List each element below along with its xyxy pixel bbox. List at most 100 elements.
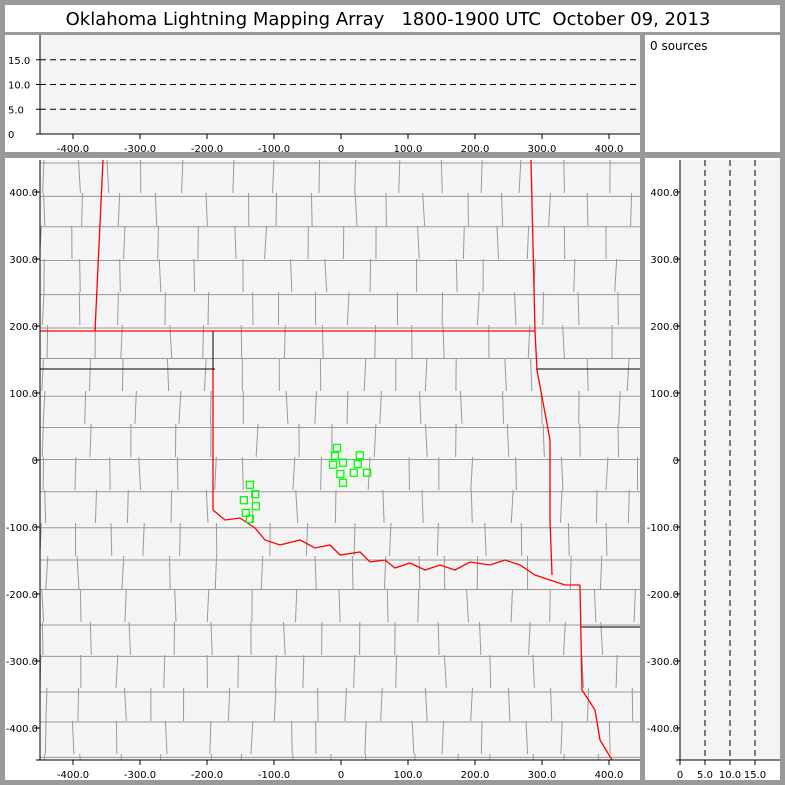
county-boundary <box>346 390 349 425</box>
lightning-source-point <box>330 451 340 461</box>
county-boundary <box>291 720 293 755</box>
county-boundary <box>44 720 47 755</box>
county-boundary <box>373 423 377 458</box>
county-boundary <box>78 291 81 326</box>
county-boundary <box>275 192 278 227</box>
county-boundary <box>540 390 543 425</box>
county-boundary <box>466 588 469 623</box>
x-tick-label: 5.0 <box>697 770 713 781</box>
x-tick-label: 200.0 <box>461 144 490 155</box>
county-boundary <box>123 225 126 260</box>
county-boundary <box>232 160 235 194</box>
county-boundary <box>205 192 208 227</box>
x-tick-label: 0 <box>338 144 344 155</box>
county-boundary <box>470 489 473 524</box>
county-boundary <box>398 160 401 194</box>
county-boundary <box>119 258 121 293</box>
county-boundary <box>126 489 129 524</box>
x-tick-label: -400.0 <box>57 770 89 781</box>
y-tick-label: 300.0 <box>9 255 38 266</box>
county-boundary <box>89 357 92 392</box>
lightning-source-point <box>349 468 358 477</box>
lightning-source-point <box>355 451 364 460</box>
county-boundary <box>210 621 213 656</box>
source-count: 0 sources <box>650 39 708 53</box>
county-boundary <box>124 588 127 623</box>
x-tick-label: -300.0 <box>124 770 156 781</box>
oklahoma-border <box>579 584 613 760</box>
lightning-source-point <box>353 459 362 469</box>
county-boundary <box>618 390 621 425</box>
county-boundary <box>437 621 440 656</box>
county-boundary <box>567 522 570 557</box>
county-boundary <box>480 720 483 755</box>
x-tick-label: -100.0 <box>258 144 290 155</box>
county-boundary <box>351 555 354 590</box>
y-tick-label: 400.0 <box>9 188 38 199</box>
county-boundary <box>241 456 244 491</box>
lightning-source-point <box>245 480 255 489</box>
county-boundary <box>614 258 618 293</box>
county-boundary <box>206 588 210 623</box>
oklahoma-border <box>530 160 553 576</box>
county-boundary <box>79 588 82 623</box>
county-boundary <box>207 291 210 326</box>
lightning-source-point <box>328 460 338 469</box>
county-boundary <box>45 687 48 722</box>
county-boundary <box>227 687 231 722</box>
county-boundary <box>79 258 81 293</box>
county-boundary <box>354 192 358 227</box>
county-boundary <box>42 390 46 425</box>
altitude-axes: -400.0 -300.0 -200.0 -100.0 0 100.0 200.0 300.0… <box>8 35 640 155</box>
county-boundary <box>77 687 80 722</box>
county-boundary <box>295 588 298 623</box>
county-boundary <box>41 291 45 326</box>
county-boundary <box>443 654 447 689</box>
county-boundary <box>176 456 179 491</box>
y-tick-label: -400.0 <box>647 724 679 735</box>
county-boundary <box>379 390 382 425</box>
county-boundary <box>44 489 47 524</box>
county-boundary <box>197 225 199 260</box>
county-lines <box>40 160 640 760</box>
county-boundary <box>117 192 121 227</box>
county-boundary <box>338 588 341 623</box>
county-boundary <box>179 522 181 557</box>
county-boundary <box>250 720 254 755</box>
map-axes[interactable]: -400.0 -300.0 -200.0 -100.0 0 100.0 200.0 300.0… <box>6 160 642 785</box>
county-boundary <box>169 555 171 590</box>
county-boundary <box>563 160 565 194</box>
county-boundary <box>502 390 505 425</box>
county-boundary <box>459 390 463 425</box>
county-boundary <box>605 522 608 557</box>
oklahoma-border <box>212 509 580 586</box>
county-boundary <box>78 160 81 194</box>
county-boundary <box>76 555 80 590</box>
lightning-source-point <box>336 469 345 479</box>
county-boundary <box>559 489 563 524</box>
lightning-source-point <box>362 468 372 477</box>
y-tick-label: -200.0 <box>647 590 679 601</box>
county-boundary <box>158 258 162 293</box>
title-bar <box>5 5 780 32</box>
county-boundary <box>506 423 510 458</box>
county-boundary <box>264 225 268 260</box>
county-boundary <box>314 390 318 425</box>
county-boundary <box>577 291 580 326</box>
county-boundary <box>115 654 119 689</box>
county-boundary <box>507 687 511 722</box>
county-boundary <box>110 522 113 557</box>
county-boundary <box>470 687 473 722</box>
county-boundary <box>209 390 212 425</box>
county-boundary <box>324 258 328 293</box>
county-boundary <box>203 357 207 392</box>
y-tick-label: -100.0 <box>6 523 38 534</box>
county-boundary <box>515 456 517 491</box>
county-boundary <box>260 555 264 590</box>
county-boundary <box>615 654 618 689</box>
county-boundary <box>374 324 376 359</box>
x-tick-label: 0 <box>338 770 344 781</box>
x-tick-label: 15.0 <box>744 770 766 781</box>
y-tick-label: 200.0 <box>9 322 38 333</box>
county-boundary <box>514 291 517 326</box>
